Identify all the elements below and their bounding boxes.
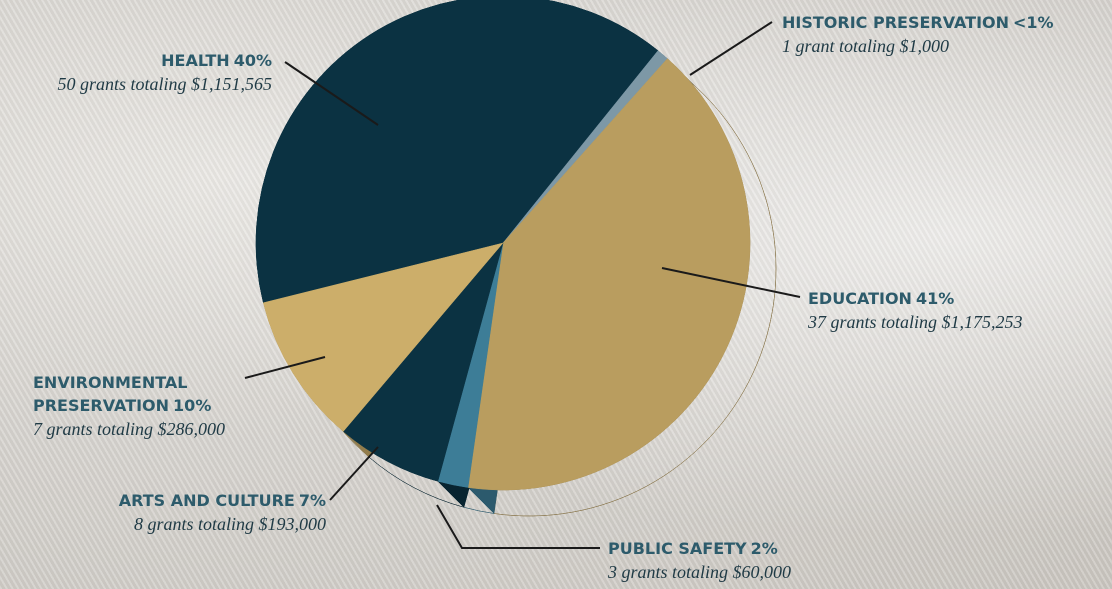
slice-label: PUBLIC SAFETY 2% 3 grants totaling $60,00… <box>608 538 791 585</box>
slice-label: EDUCATION 41% 37 grants totaling $1,175,2… <box>808 288 1023 335</box>
detail-text: 8 grants totaling $193,000 <box>134 514 326 534</box>
detail-text: 37 grants totaling $1,175,253 <box>808 312 1023 332</box>
detail-text: 7 grants totaling $286,000 <box>33 419 225 439</box>
detail-text: 50 grants totaling $1,151,565 <box>57 74 272 94</box>
slice-label: ENVIRONMENTAL PRESERVATION 10% 7 grants t… <box>33 372 273 442</box>
value-label: 41% <box>916 289 954 308</box>
detail-text: 3 grants totaling $60,000 <box>608 562 791 582</box>
slice-label: HEALTH 40% 50 grants totaling $1,151,565 <box>57 50 272 97</box>
value-label: <1% <box>1013 13 1054 32</box>
category-label: PUBLIC SAFETY <box>608 539 747 558</box>
slice-label: HISTORIC PRESERVATION <1% 1 grant totalin… <box>782 12 1054 59</box>
leader-line <box>330 447 378 500</box>
detail-text: 1 grant totaling $1,000 <box>782 36 949 56</box>
pie <box>256 0 776 516</box>
slice-label: ARTS AND CULTURE 7% 8 grants totaling $19… <box>119 490 326 537</box>
category-label: ENVIRONMENTAL PRESERVATION <box>33 373 187 415</box>
category-label: HISTORIC PRESERVATION <box>782 13 1009 32</box>
category-label: HEALTH <box>161 51 230 70</box>
value-label: 10% <box>173 396 211 415</box>
page: HEALTH 40%50 grants totaling $1,151,565 … <box>0 0 1112 589</box>
leader-line <box>690 22 772 75</box>
category-label: EDUCATION <box>808 289 912 308</box>
value-label: 2% <box>751 539 778 558</box>
category-label: ARTS AND CULTURE <box>119 491 295 510</box>
value-label: 40% <box>234 51 272 70</box>
value-label: 7% <box>299 491 326 510</box>
